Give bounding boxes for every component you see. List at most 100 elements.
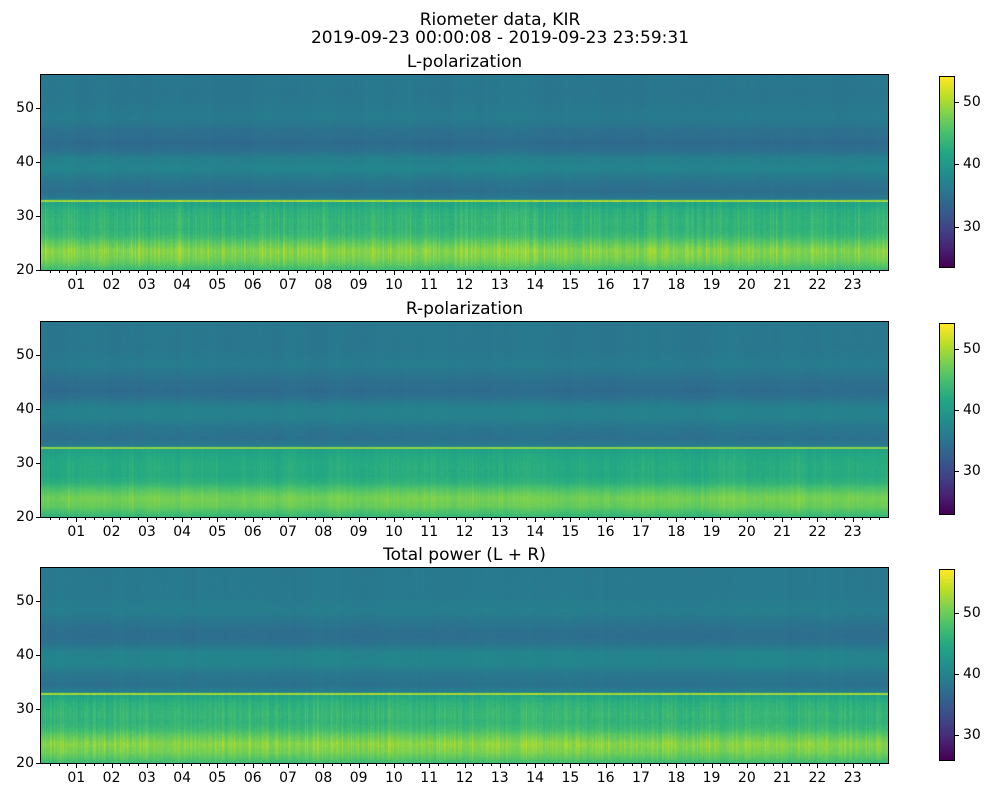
x-tick-mark: [641, 764, 642, 768]
y-tick-label: 40: [16, 153, 34, 170]
x-tick-label: 22: [808, 277, 827, 293]
x-tick-label: 04: [173, 524, 192, 540]
x-tick-label: 21: [773, 277, 792, 293]
x-minor-tick-mark: [659, 764, 660, 766]
x-tick-label: 22: [808, 770, 827, 786]
x-minor-tick-mark: [138, 764, 139, 766]
x-minor-tick-mark: [367, 271, 368, 273]
x-tick-label: 14: [526, 277, 544, 293]
y-tick-mark: [36, 108, 40, 109]
colorbar-tick-label: 30: [963, 463, 981, 480]
x-tick-mark: [288, 518, 289, 522]
x-tick-label: 10: [384, 277, 403, 293]
x-minor-tick-mark: [544, 271, 545, 273]
x-minor-tick-mark: [244, 518, 245, 520]
x-tick-label: 01: [67, 524, 86, 540]
x-tick-mark: [112, 764, 113, 768]
x-minor-tick-mark: [235, 271, 236, 273]
x-minor-tick-mark: [703, 518, 704, 520]
x-minor-tick-mark: [659, 271, 660, 273]
x-minor-tick-mark: [94, 518, 95, 520]
y-tick-label: 20: [16, 509, 34, 525]
x-minor-tick-mark: [509, 518, 510, 520]
colorbar-tick-label: 40: [963, 156, 981, 173]
x-tick-mark: [641, 518, 642, 522]
y-tick-mark: [36, 601, 40, 602]
x-minor-tick-mark: [879, 764, 880, 766]
x-minor-tick-mark: [315, 518, 316, 520]
x-minor-tick-mark: [376, 271, 377, 273]
x-tick-label: 17: [632, 770, 650, 786]
x-minor-tick-mark: [703, 764, 704, 766]
x-minor-tick-mark: [209, 518, 210, 520]
x-minor-tick-mark: [597, 518, 598, 520]
x-minor-tick-mark: [826, 271, 827, 273]
x-minor-tick-mark: [279, 764, 280, 766]
x-minor-tick-mark: [341, 271, 342, 273]
x-minor-tick-mark: [517, 764, 518, 766]
x-tick-label: 10: [384, 770, 403, 786]
x-minor-tick-mark: [553, 764, 554, 766]
x-minor-tick-mark: [791, 518, 792, 520]
x-tick-mark: [217, 518, 218, 522]
x-minor-tick-mark: [650, 764, 651, 766]
x-tick-mark: [217, 271, 218, 275]
x-minor-tick-mark: [420, 271, 421, 273]
x-tick-label: 02: [102, 277, 121, 293]
x-tick-mark: [182, 764, 183, 768]
x-tick-mark: [76, 764, 77, 768]
x-minor-tick-mark: [191, 518, 192, 520]
x-minor-tick-mark: [412, 271, 413, 273]
x-minor-tick-mark: [835, 518, 836, 520]
x-minor-tick-mark: [85, 518, 86, 520]
x-minor-tick-mark: [226, 518, 227, 520]
x-minor-tick-mark: [103, 518, 104, 520]
x-minor-tick-mark: [809, 518, 810, 520]
x-tick-mark: [359, 518, 360, 522]
x-tick-mark: [182, 271, 183, 275]
x-minor-tick-mark: [764, 271, 765, 273]
x-tick-mark: [323, 271, 324, 275]
x-tick-mark: [288, 271, 289, 275]
x-tick-label: 04: [173, 770, 192, 786]
x-tick-mark: [747, 271, 748, 275]
x-tick-mark: [500, 271, 501, 275]
x-tick-label: 12: [455, 277, 474, 293]
x-minor-tick-mark: [809, 271, 810, 273]
x-tick-label: 23: [843, 277, 862, 293]
x-minor-tick-mark: [138, 518, 139, 520]
x-minor-tick-mark: [67, 518, 68, 520]
x-minor-tick-mark: [412, 518, 413, 520]
x-minor-tick-mark: [835, 271, 836, 273]
x-tick-mark: [570, 764, 571, 768]
x-tick-mark: [359, 271, 360, 275]
x-minor-tick-mark: [667, 764, 668, 766]
y-tick-mark: [36, 409, 40, 410]
x-minor-tick-mark: [403, 271, 404, 273]
x-minor-tick-mark: [623, 271, 624, 273]
x-minor-tick-mark: [844, 764, 845, 766]
figure-subtitle: 2019-09-23 00:00:08 - 2019-09-23 23:59:3…: [310, 28, 690, 48]
x-minor-tick-mark: [50, 271, 51, 273]
x-minor-tick-mark: [367, 764, 368, 766]
x-minor-tick-mark: [332, 518, 333, 520]
x-minor-tick-mark: [632, 764, 633, 766]
x-tick-mark: [712, 271, 713, 275]
x-tick-mark: [712, 764, 713, 768]
y-tick-label: 50: [16, 346, 34, 363]
x-minor-tick-mark: [94, 271, 95, 273]
x-minor-tick-mark: [306, 764, 307, 766]
x-minor-tick-mark: [244, 764, 245, 766]
x-minor-tick-mark: [579, 271, 580, 273]
y-tick-mark: [36, 355, 40, 356]
x-tick-label: 05: [208, 770, 227, 786]
x-tick-label: 20: [737, 277, 756, 293]
x-minor-tick-mark: [270, 764, 271, 766]
x-tick-label: 06: [243, 524, 262, 540]
x-tick-label: 22: [808, 524, 827, 540]
x-tick-mark: [817, 764, 818, 768]
x-tick-mark: [817, 271, 818, 275]
x-minor-tick-mark: [544, 764, 545, 766]
x-minor-tick-mark: [756, 764, 757, 766]
x-minor-tick-mark: [279, 518, 280, 520]
